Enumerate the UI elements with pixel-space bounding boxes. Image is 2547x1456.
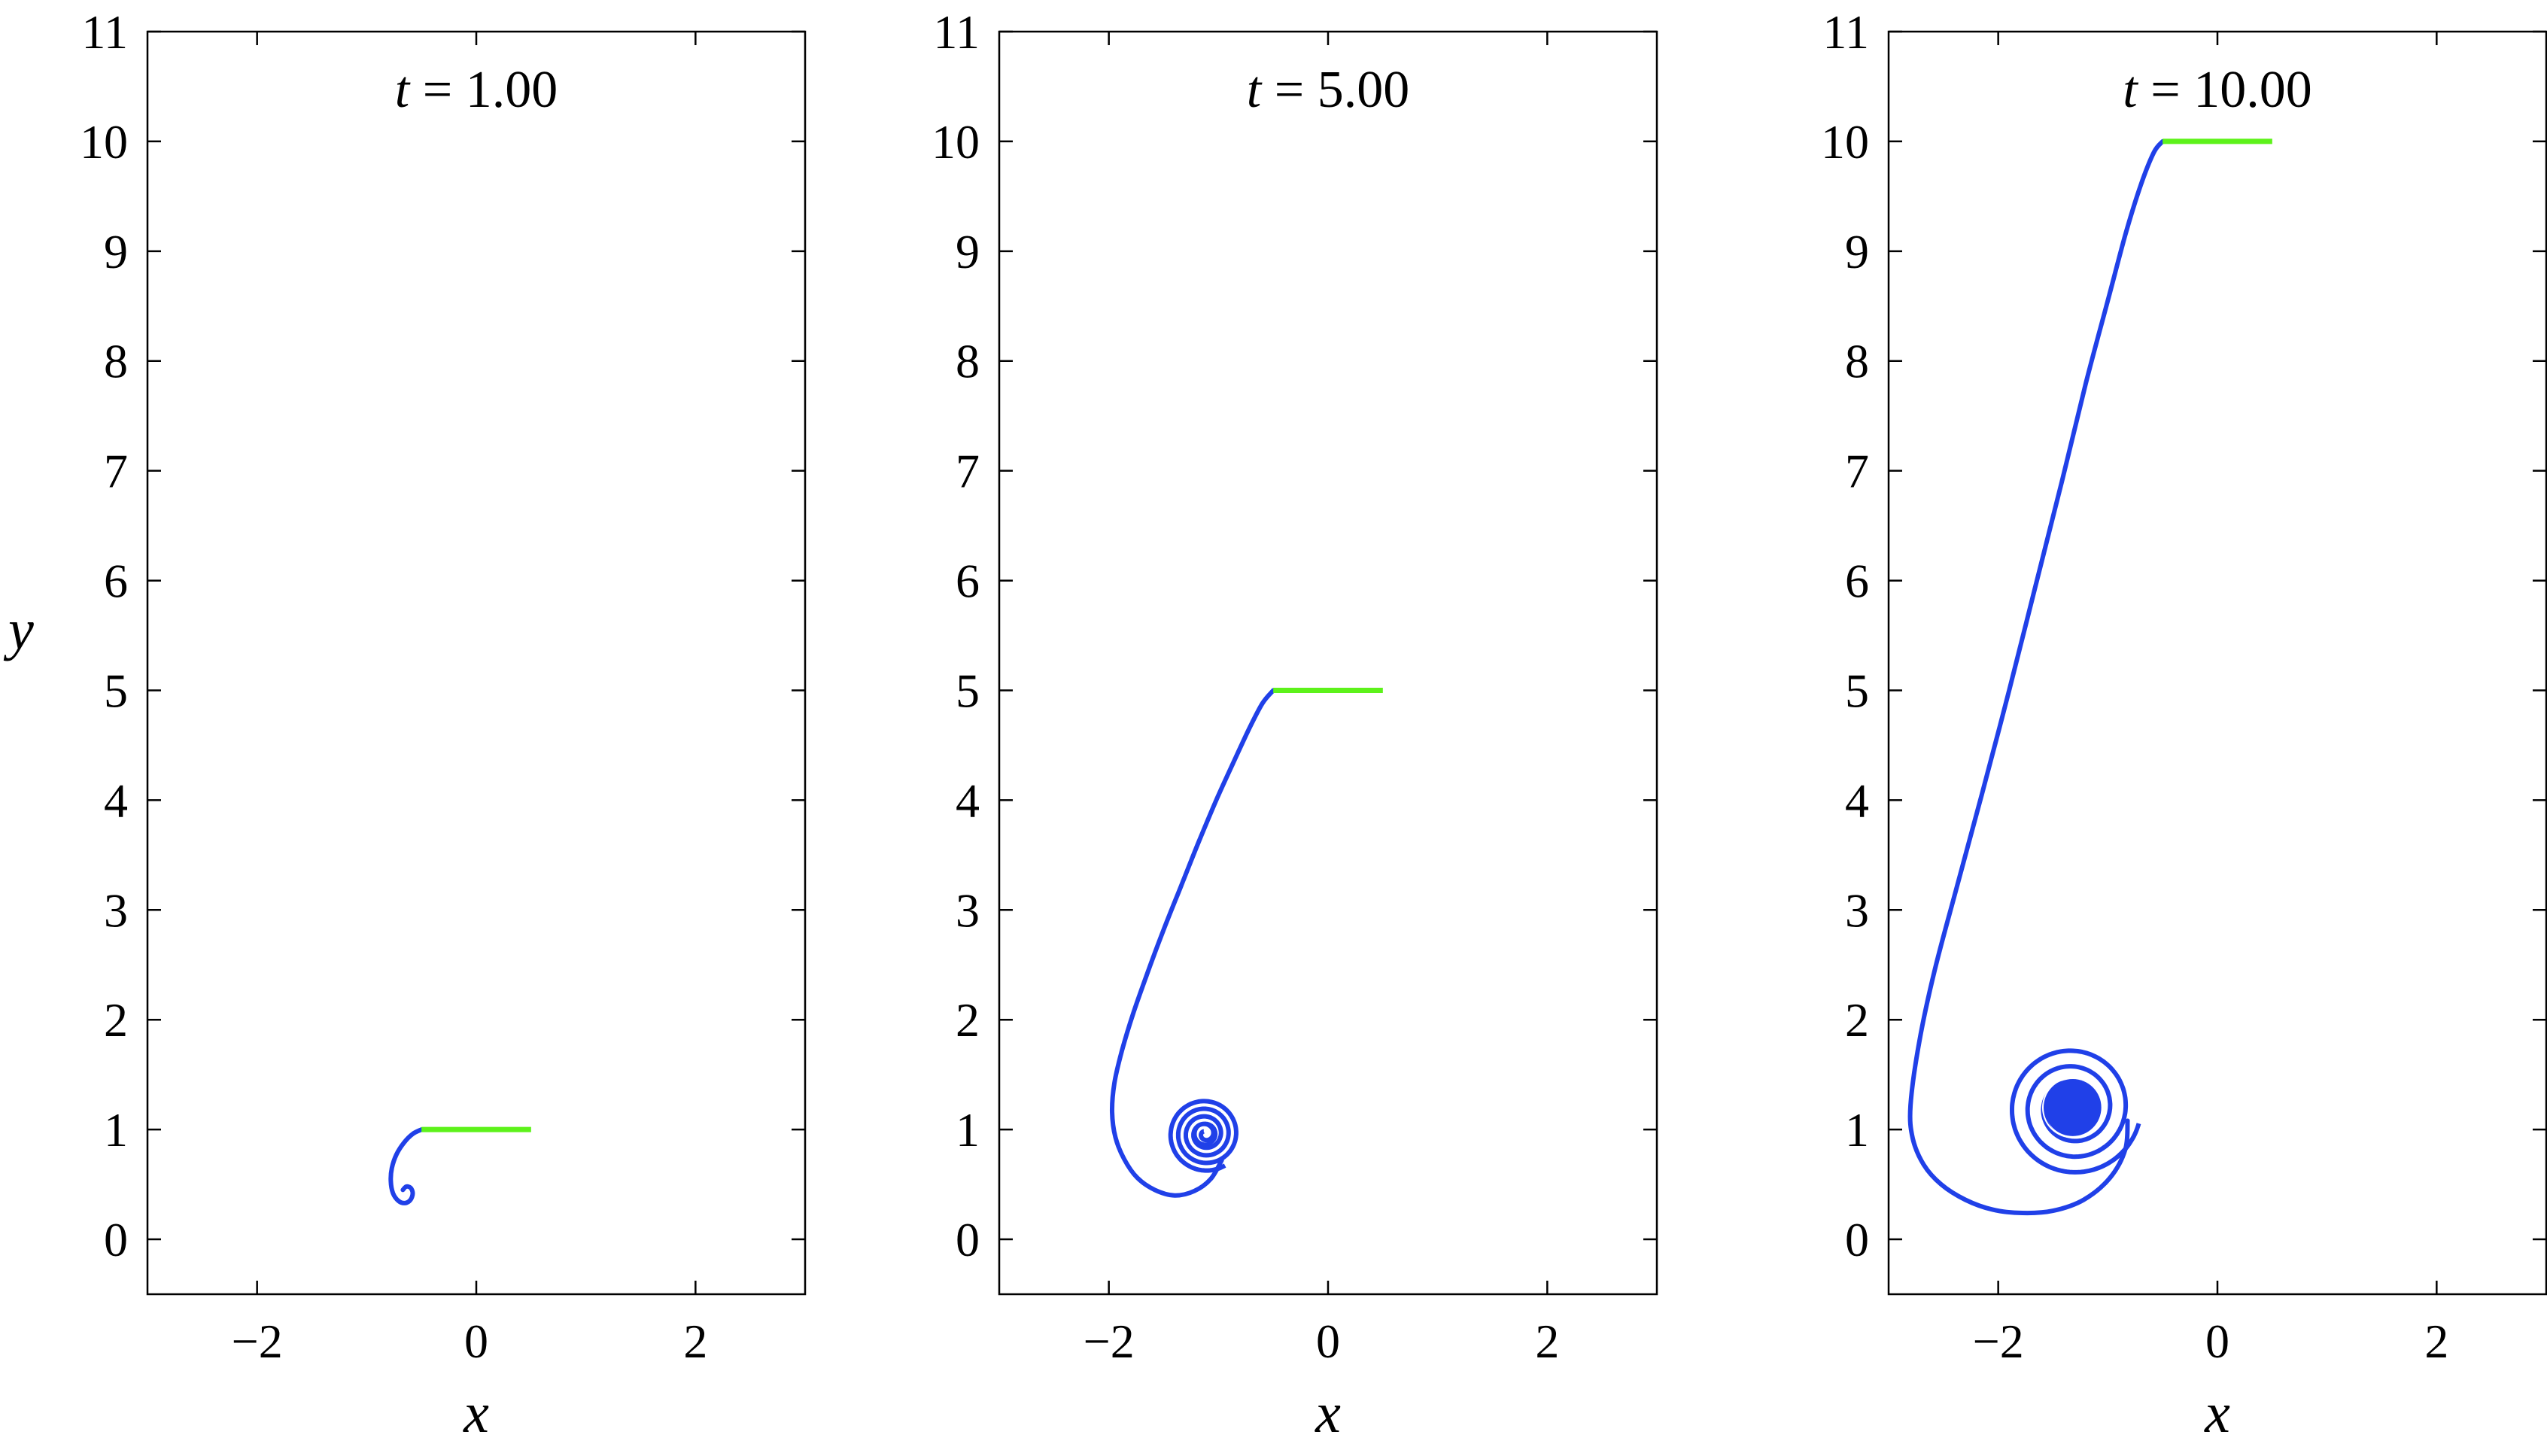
plot-frame — [146, 30, 807, 1296]
y-tick-label: 0 — [1845, 1213, 1869, 1266]
x-tick-label: 0 — [1316, 1315, 1340, 1368]
y-tick-label: 4 — [956, 774, 980, 827]
data-layer — [388, 1126, 531, 1205]
y-tick-label: 1 — [956, 1103, 980, 1157]
y-tick-label: 2 — [956, 993, 980, 1047]
panel-1: 0 1 2 3 4 5 6 7 8 9 10 11 −2 0 2 x t = 1.00 — [80, 5, 807, 1445]
panel-title: t = 1.00 — [395, 61, 558, 119]
y-tick-label: 8 — [956, 335, 980, 388]
panel-title: t = 10.00 — [2123, 61, 2311, 119]
vortex-core-spiral — [1168, 1099, 1239, 1173]
vortex-sheet-line — [388, 1127, 424, 1205]
y-tick-label: 3 — [1845, 883, 1869, 937]
y-tick-label: 7 — [104, 445, 128, 498]
y-tick-label: 11 — [933, 5, 980, 59]
y-tick-label: 0 — [956, 1213, 980, 1266]
vortex-core-ring — [2041, 1077, 2104, 1138]
y-tick-label: 10 — [932, 115, 980, 169]
y-tick-label: 10 — [1821, 115, 1869, 169]
panel-title: t = 5.00 — [1247, 61, 1409, 119]
y-tick-label: 5 — [956, 664, 980, 717]
y-tick-label: 5 — [1845, 664, 1869, 717]
x-tick-label: 0 — [464, 1315, 488, 1368]
y-tick-label: 3 — [956, 883, 980, 937]
x-tick-label: −2 — [1084, 1315, 1135, 1368]
x-tick-label: 0 — [2205, 1315, 2229, 1368]
vortex-sheet-line — [1109, 688, 1276, 1198]
x-tick-label: −2 — [232, 1315, 283, 1368]
panel-2: 0 1 2 3 4 5 6 7 8 9 10 11 −2 0 2 x t = 5.00 — [932, 5, 1658, 1445]
y-tick-label: 9 — [1845, 225, 1869, 278]
x-tick-label: −2 — [1973, 1315, 2024, 1368]
panel-3: 0 1 2 3 4 5 6 7 8 9 10 11 −2 0 2 x t = 10.00 — [1821, 5, 2547, 1445]
y-tick-label: 9 — [956, 225, 980, 278]
x-axis-label: x — [1315, 1382, 1341, 1445]
vortex-core-disc — [2044, 1079, 2102, 1136]
plot-frame — [998, 30, 1658, 1296]
y-tick-label: 7 — [956, 445, 980, 498]
x-axis-label: x — [2204, 1382, 2230, 1445]
data-layer — [1109, 687, 1383, 1198]
y-tick-label: 11 — [1822, 5, 1869, 59]
plot-frame — [1887, 30, 2547, 1296]
y-tick-label: 0 — [104, 1213, 128, 1266]
y-tick-label: 8 — [104, 335, 128, 388]
y-axis-label: y — [3, 598, 34, 661]
y-tick-label: 1 — [1845, 1103, 1869, 1157]
y-tick-label: 8 — [1845, 335, 1869, 388]
x-axis-label: x — [463, 1382, 489, 1445]
y-tick-label: 6 — [956, 555, 980, 608]
y-tick-label: 2 — [104, 993, 128, 1047]
y-tick-label: 5 — [104, 664, 128, 717]
data-layer — [1907, 138, 2272, 1216]
y-tick-label: 9 — [104, 225, 128, 278]
y-tick-label: 11 — [81, 5, 128, 59]
vortex-sheet-line — [1907, 138, 2166, 1216]
y-tick-label: 1 — [104, 1103, 128, 1157]
y-tick-label: 7 — [1845, 445, 1869, 498]
x-tick-label: 2 — [683, 1315, 707, 1368]
y-tick-label: 4 — [104, 774, 128, 827]
vortex-core-ring — [1193, 1121, 1218, 1147]
x-tick-label: 2 — [2424, 1315, 2448, 1368]
y-tick-label: 4 — [1845, 774, 1869, 827]
y-tick-label: 6 — [1845, 555, 1869, 608]
x-tick-label: 2 — [1535, 1315, 1559, 1368]
y-tick-label: 10 — [80, 115, 128, 169]
y-tick-label: 6 — [104, 555, 128, 608]
y-tick-label: 2 — [1845, 993, 1869, 1047]
y-tick-label: 3 — [104, 883, 128, 937]
